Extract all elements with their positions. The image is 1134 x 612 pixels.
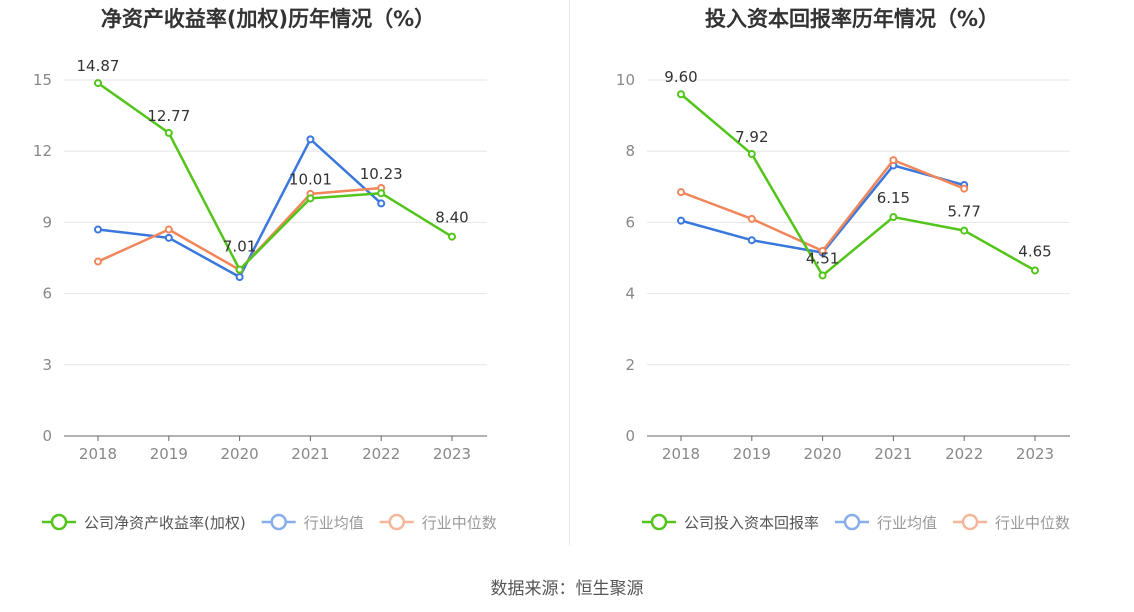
y-tick-label: 4 [625, 285, 635, 303]
data-point [235, 265, 244, 274]
legend-marker [650, 513, 668, 531]
roe-chart-panel: 净资产收益率(加权)历年情况（%） 0 3 6 9 12 15 2018 2019 2020 202… [0, 0, 566, 560]
x-tick-label: 2018 [79, 445, 117, 463]
data-point [747, 236, 756, 245]
x-tick-label: 2018 [662, 445, 700, 463]
data-point [164, 128, 173, 137]
roic-chart-panel: 投入资本回报率历年情况（%） 0 2 4 6 8 10 2018 2019 2020 2021 202… [567, 0, 1134, 560]
data-point [747, 214, 756, 223]
data-point [164, 225, 173, 234]
data-label: 4.65 [1018, 242, 1051, 260]
data-point [235, 272, 244, 281]
data-label: 9.60 [664, 68, 697, 86]
data-point [164, 233, 173, 242]
data-label: 7.01 [223, 238, 256, 256]
x-tick-label: 2019 [150, 445, 188, 463]
data-point [677, 188, 685, 197]
series-line [97, 82, 453, 271]
data-label: 14.87 [77, 57, 120, 75]
legend-marker [50, 513, 68, 531]
legend-item: 行业中位数 [953, 513, 1070, 532]
data-point [818, 271, 827, 280]
data-label: 4.51 [806, 249, 839, 267]
data-point [1031, 266, 1039, 275]
legend-label: 行业均值 [877, 514, 937, 532]
data-point [677, 216, 685, 225]
legend-label: 公司净资产收益率(加权) [84, 514, 246, 532]
legend-marker [961, 513, 979, 531]
data-point [889, 156, 898, 165]
y-tick-label: 10 [616, 71, 635, 89]
data-point [377, 189, 386, 198]
y-tick-label: 2 [625, 356, 635, 374]
data-label: 12.77 [147, 107, 190, 125]
data-point [306, 194, 315, 203]
chart-title: 投入资本回报率历年情况（%） [705, 7, 999, 31]
chart-title: 净资产收益率(加权)历年情况（%） [101, 7, 435, 31]
y-tick-label: 6 [625, 213, 635, 231]
x-tick-label: 2023 [433, 445, 471, 463]
data-point [377, 199, 386, 208]
x-tick-label: 2021 [291, 445, 329, 463]
roic-chart: 投入资本回报率历年情况（%） 0 2 4 6 8 10 2018 2019 2020 2021 202… [616, 7, 1070, 532]
y-tick-label: 0 [42, 427, 52, 445]
x-tick-label: 2022 [362, 445, 400, 463]
series-line [97, 138, 383, 279]
x-tick-label: 2022 [945, 445, 983, 463]
x-tick-label: 2021 [874, 445, 912, 463]
data-point [94, 257, 102, 266]
data-label: 10.23 [360, 165, 403, 183]
legend-label: 行业中位数 [995, 514, 1070, 532]
data-label: 7.92 [735, 128, 768, 146]
y-tick-label: 12 [33, 142, 52, 160]
legend-label: 公司投入资本回报率 [684, 514, 819, 532]
data-label: 5.77 [947, 203, 980, 221]
x-tick-label: 2019 [733, 445, 771, 463]
data-point [306, 135, 315, 144]
y-tick-label: 0 [625, 427, 635, 445]
legend-label: 行业中位数 [422, 514, 497, 532]
data-point [818, 246, 827, 255]
data-point [94, 79, 102, 88]
series-line [97, 186, 382, 272]
data-point [677, 90, 685, 99]
data-label: 6.15 [877, 189, 910, 207]
x-tick-label: 2020 [221, 445, 259, 463]
data-label: 8.40 [435, 209, 468, 227]
series-line [680, 93, 1036, 277]
data-point [960, 184, 969, 193]
roe-chart: 净资产收益率(加权)历年情况（%） 0 3 6 9 12 15 2018 2019 2020 202… [33, 7, 497, 532]
y-tick-label: 15 [33, 71, 52, 89]
data-point [448, 232, 456, 241]
y-tick-label: 6 [42, 285, 52, 303]
legend-marker [843, 513, 861, 531]
data-source-note: 数据来源：恒生聚源 [490, 579, 644, 599]
legend-item: 公司投入资本回报率 [642, 513, 819, 532]
legend-item: 行业均值 [261, 513, 364, 532]
data-point [889, 213, 898, 222]
y-tick-label: 9 [42, 213, 52, 231]
panel-divider [569, 0, 570, 545]
legend-item: 行业均值 [835, 513, 937, 532]
data-point [960, 226, 969, 235]
x-tick-label: 2023 [1016, 445, 1054, 463]
data-point [94, 225, 102, 234]
y-tick-label: 3 [42, 356, 52, 374]
y-tick-label: 8 [625, 142, 635, 160]
x-tick-label: 2020 [804, 445, 842, 463]
legend-item: 公司净资产收益率(加权) [42, 513, 246, 532]
legend-marker [388, 513, 405, 531]
legend-item: 行业中位数 [379, 513, 497, 532]
data-label: 10.01 [289, 170, 332, 188]
legend-marker [270, 513, 287, 531]
data-point [747, 150, 756, 159]
legend-label: 行业均值 [304, 514, 364, 532]
